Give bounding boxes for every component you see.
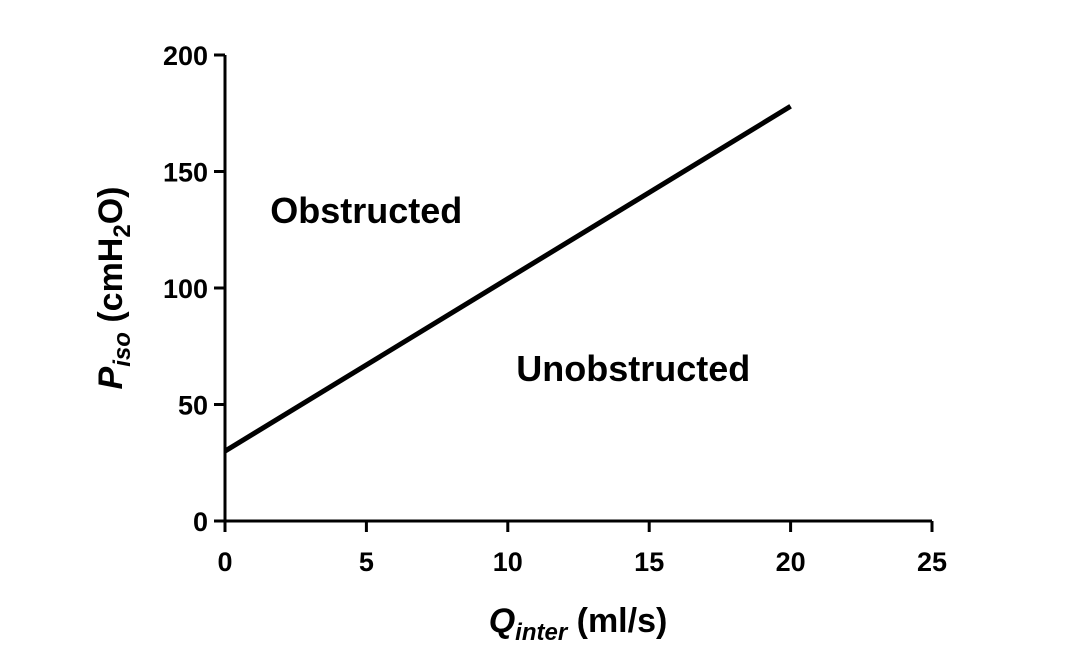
- x-tick-label: 10: [493, 547, 523, 577]
- x-tick-label: 20: [776, 547, 806, 577]
- x-tick-label: 25: [917, 547, 947, 577]
- y-tick-label: 200: [163, 41, 208, 71]
- x-axis-title: Qinter (ml/s): [489, 602, 668, 646]
- y-tick-label: 0: [193, 507, 208, 537]
- y-axis-title: Piso (cmH2O): [92, 187, 136, 390]
- region-label: Obstructed: [270, 190, 462, 231]
- y-tick-label: 150: [163, 158, 208, 188]
- region-label: Unobstructed: [516, 348, 750, 389]
- series-line: [223, 104, 792, 454]
- x-tick-label: 0: [217, 547, 232, 577]
- y-tick-label: 50: [178, 391, 208, 421]
- x-tick-label: 5: [359, 547, 374, 577]
- x-tick-label: 15: [634, 547, 664, 577]
- y-tick-label: 100: [163, 274, 208, 304]
- plot-area: 0 5 10 15 20 25 0 50 100 150 200 Obstructed Unobstru…: [163, 41, 947, 577]
